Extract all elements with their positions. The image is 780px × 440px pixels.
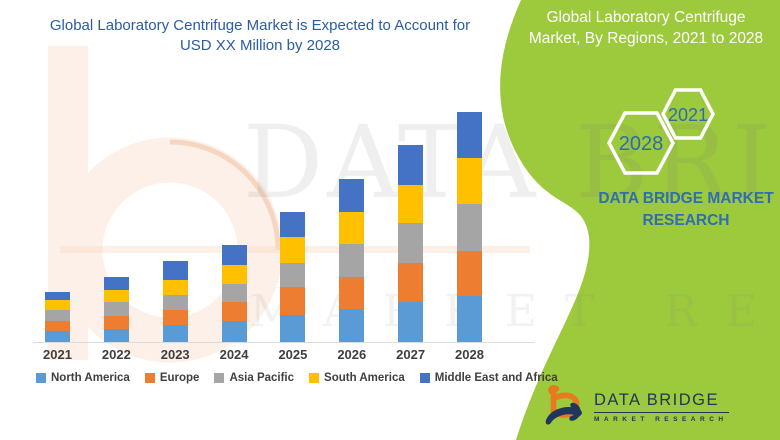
bar-segment — [162, 310, 188, 325]
bar-segment — [103, 329, 129, 342]
x-axis-label: 2021 — [43, 347, 72, 362]
bar-segment — [45, 292, 70, 300]
legend-item: South America — [309, 372, 405, 384]
bar-2021 — [45, 292, 70, 342]
right-panel-title-line1: Global Laboratory Centrifuge — [546, 9, 746, 26]
x-axis-label: 2024 — [219, 347, 249, 362]
legend-item: Middle East and Africa — [419, 372, 558, 384]
bar-segment — [162, 295, 188, 310]
chart-legend: North America Europe Asia Pacific South Ame… — [36, 372, 558, 384]
chart-title-line2: USD XX Million by 2028 — [179, 37, 341, 54]
bar-segment — [339, 244, 365, 277]
hexagon-2021 — [661, 88, 715, 140]
bar-segment — [339, 277, 365, 309]
x-axis-label: 2027 — [396, 347, 426, 362]
legend-label: North America — [51, 372, 130, 384]
bar-segment — [456, 158, 482, 204]
bar-2023 — [162, 261, 188, 342]
bar-segment — [103, 277, 129, 290]
x-axis-label: 2025 — [278, 347, 308, 362]
legend-item: Europe — [144, 372, 200, 384]
bar-segment — [280, 237, 306, 263]
hexagon-2021-label: 2021 — [668, 105, 708, 125]
legend-swatch — [419, 373, 430, 383]
hexagon-2028-label: 2028 — [619, 133, 664, 155]
bar-segment — [221, 284, 247, 302]
bar-segment — [456, 296, 482, 342]
legend-swatch — [214, 373, 225, 383]
brand-text: DATA BRIDGE MARKET RESEARCH — [595, 188, 777, 232]
x-axis-label: 2022 — [101, 347, 131, 362]
bar-2027 — [398, 145, 424, 342]
bar-2026 — [339, 179, 365, 342]
legend-label: South America — [324, 372, 405, 384]
bar-segment — [280, 212, 306, 237]
right-panel-title: Global Laboratory Centrifuge Market, By … — [515, 7, 777, 49]
right-panel-title-line2: Market, By Regions, 2021 to 2028 — [528, 30, 764, 47]
x-axis-label: 2026 — [337, 347, 367, 362]
data-bridge-logo-icon — [545, 385, 582, 425]
bar-segment — [280, 263, 306, 287]
bar-segment — [398, 223, 424, 263]
bar-segment — [45, 310, 70, 321]
legend-swatch — [144, 373, 155, 383]
bar-segment — [221, 265, 247, 284]
bar-segment — [103, 302, 129, 316]
bar-2024 — [221, 245, 247, 342]
bar-segment — [221, 245, 247, 265]
logo-tagline: MARKET RESEARCH — [594, 416, 728, 423]
bar-segment — [398, 302, 424, 342]
x-axis-label: 2023 — [160, 347, 190, 362]
logo-wordmark: DATA BRIDGE — [594, 391, 729, 413]
bar-segment — [103, 290, 129, 302]
bar-segment — [456, 204, 482, 251]
brand-text-line2: RESEARCH — [642, 212, 730, 229]
bar-segment — [221, 302, 247, 321]
bar-segment — [456, 112, 482, 158]
bar-segment — [45, 300, 70, 310]
bar-segment — [456, 251, 482, 296]
bar-segment — [339, 179, 365, 212]
legend-item: Asia Pacific — [214, 372, 294, 384]
bar-segment — [162, 280, 188, 295]
bar-segment — [339, 309, 365, 342]
bar-segment — [45, 331, 70, 342]
legend-label: Middle East and Africa — [434, 372, 558, 384]
hexagon-2028 — [607, 111, 675, 175]
bar-2025 — [280, 212, 306, 342]
bar-segment — [103, 316, 129, 329]
brand-text-line1: DATA BRIDGE MARKET — [598, 190, 774, 207]
data-bridge-logo: DATA BRIDGE MARKET RESEARCH — [544, 385, 729, 429]
bar-2022 — [103, 277, 129, 342]
bar-segment — [398, 145, 424, 185]
legend-swatch — [36, 373, 46, 383]
bar-segment — [280, 315, 306, 342]
chart-title-line1: Global Laboratory Centrifuge Market is E… — [49, 17, 471, 34]
legend-label: Asia Pacific — [229, 372, 295, 384]
bar-segment — [339, 212, 365, 244]
bar-segment — [280, 287, 306, 315]
bar-segment — [221, 321, 247, 342]
bar-segment — [398, 185, 424, 223]
bar-2028 — [456, 112, 482, 342]
bar-segment — [162, 325, 188, 342]
chart-title: Global Laboratory Centrifuge Market is E… — [35, 16, 485, 56]
x-axis-line — [33, 342, 535, 343]
legend-item: North America — [36, 372, 130, 384]
legend-label: Europe — [159, 372, 200, 384]
legend-swatch — [309, 373, 320, 383]
bar-segment — [45, 321, 70, 331]
bar-segment — [162, 261, 188, 280]
x-axis-label: 2028 — [455, 347, 484, 362]
bar-segment — [398, 263, 424, 302]
